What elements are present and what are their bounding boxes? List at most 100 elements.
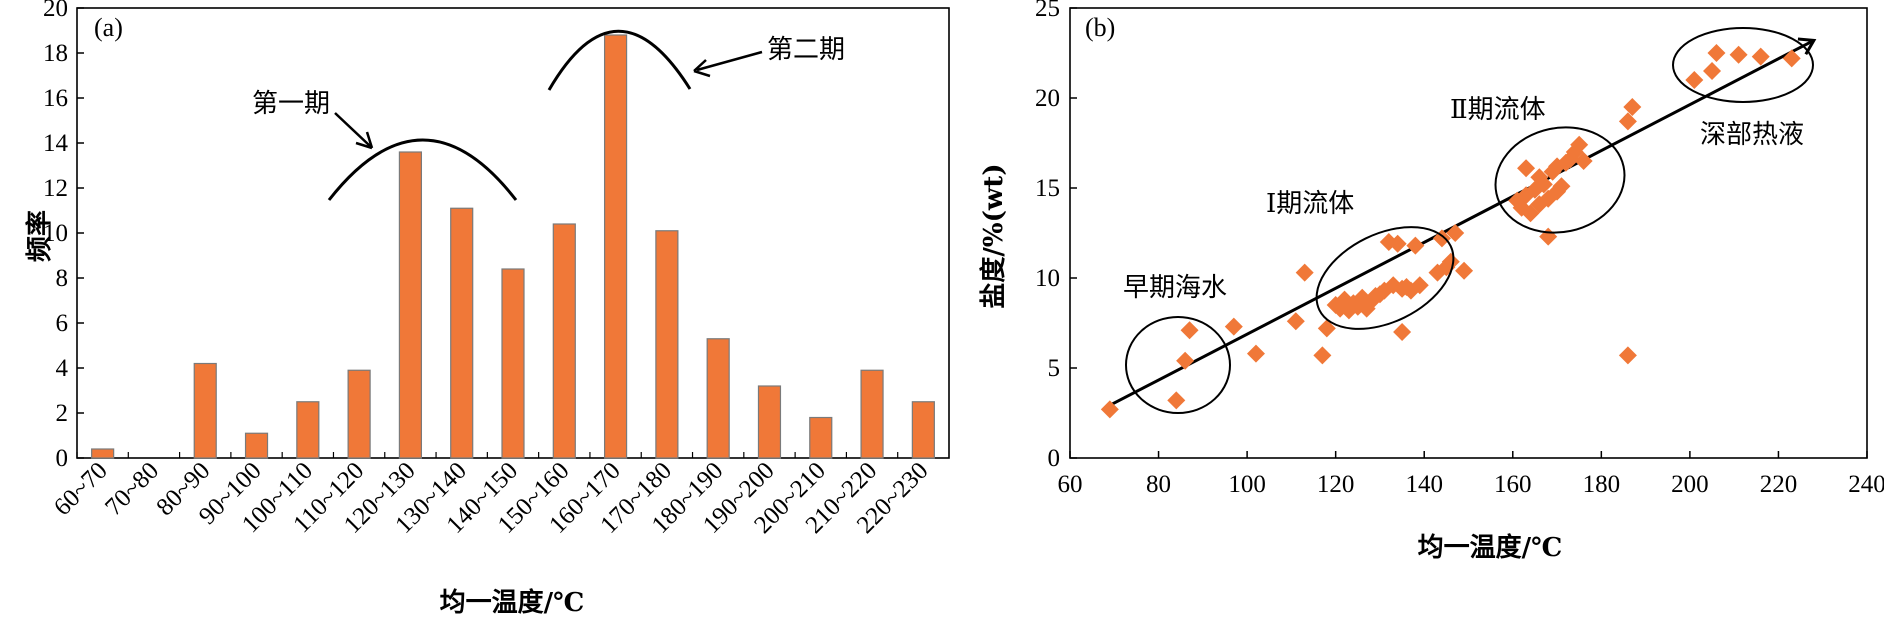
phase-one-curve [327,138,518,201]
data-point [1517,159,1536,178]
x-tick-label: 100 [1228,471,1266,498]
bar [193,362,217,459]
panel-a-y-axis-title: 频率 [24,210,55,262]
data-point [1623,98,1642,116]
early-seawater-label: 早期海水 [1123,273,1227,303]
data-point [1455,261,1474,280]
y-tick-label: 10 [43,220,68,247]
cluster-deep-hydrothermal-ellipse [1672,27,1814,103]
panel-a-y-axis: 0 2 4 6 8 10 12 14 16 18 20 [43,0,84,472]
data-point [1446,224,1465,242]
bar [244,432,269,459]
panel-b-y-axis-title: 盐度/%(wt) [978,163,1009,308]
y-tick-label: 0 [56,445,69,472]
phase-two-label: 第二期 [767,35,845,65]
phase-two-fluid-label: Ⅱ期流体 [1450,95,1546,125]
data-point [1313,346,1332,365]
cluster-phase-one-ellipse [1315,226,1455,330]
bar [450,207,474,459]
bar [860,369,884,459]
panel-b-x-axis-title: 均一温度/℃ [1418,532,1563,563]
bar [911,401,935,459]
y-tick-label: 14 [43,130,69,157]
deep-hydrothermal-label: 深部热液 [1700,120,1804,150]
panel-a-label: (a) [94,13,123,42]
x-tick-label: 70~80 [100,457,164,521]
data-point [1534,175,1553,194]
panel-b-points [1100,44,1801,419]
data-point [1729,45,1748,64]
bar [552,223,576,459]
phase-two-arrow [696,50,763,72]
x-tick-label: 220 [1760,471,1798,498]
bar [809,416,833,459]
data-point [1432,229,1451,248]
data-point [1246,344,1265,363]
panel-b-label: (b) [1085,13,1115,42]
y-tick-label: 18 [43,40,68,67]
x-tick-label: 60 [1058,471,1083,498]
phase-one-label: 第一期 [252,89,330,119]
y-tick-label: 10 [1035,265,1060,292]
y-tick-label: 4 [56,355,69,382]
panel-b-x-axis: 60 80 100 120 140 160 180 200 220 240 [1058,451,1884,498]
phase-one-arrow [334,112,371,147]
phase-one-arrow-head [355,131,374,150]
panel-a-bar-chart: 0 2 4 6 8 10 12 14 16 18 20 60~7070~8080~9090~1001… [24,0,950,618]
y-tick-label: 12 [43,175,68,202]
panel-a-bars [91,34,935,459]
bar [398,151,423,459]
data-point [1286,312,1305,331]
phase-two-curve [547,29,692,91]
data-point [1685,71,1704,89]
data-point [1393,323,1412,341]
data-point [1552,177,1571,196]
bar [501,268,525,459]
y-tick-label: 5 [1048,355,1061,382]
x-tick-label: 120 [1317,471,1355,498]
phase-two-arrow-head [693,59,711,78]
y-tick-label: 15 [1035,175,1060,202]
x-tick-label: 240 [1848,471,1884,498]
y-tick-label: 6 [56,310,69,337]
x-tick-label: 80 [1146,471,1171,498]
data-point [1295,263,1314,282]
bar [603,34,628,459]
data-point [1782,49,1801,68]
panel-a-x-axis-title: 均一温度/℃ [440,587,585,618]
bar [347,369,371,459]
data-point [1539,227,1558,246]
data-point [1410,276,1429,295]
data-point [1570,135,1589,154]
phase-one-fluid-label: Ⅰ期流体 [1266,189,1354,219]
data-point [1100,400,1119,419]
data-point [1176,351,1195,370]
data-point [1406,236,1425,255]
data-point [1224,317,1243,336]
bar [655,230,679,459]
data-point [1388,234,1407,253]
y-tick-label: 16 [43,85,68,112]
x-tick-label: 200 [1671,471,1709,498]
data-point [1574,152,1593,170]
cluster-early-seawater-ellipse [1125,316,1231,414]
y-tick-label: 25 [1035,0,1060,22]
panel-a-x-axis: 60~7070~8080~9090~100100~110110~120120~1… [49,452,934,539]
bar [706,338,730,459]
data-point [1751,47,1770,66]
data-point [1618,112,1637,131]
y-tick-label: 8 [56,265,69,292]
trend-line [1104,39,1815,409]
data-point [1167,391,1186,410]
cluster-phase-two-ellipse [1494,126,1626,234]
x-tick-label: 140 [1405,471,1443,498]
y-tick-label: 2 [56,400,69,427]
bar [296,401,320,459]
y-tick-label: 0 [1048,445,1061,472]
trend-arrow-head [1797,37,1817,55]
data-point [1441,252,1460,271]
panel-b-frame [1069,7,1868,459]
data-point [1707,44,1726,62]
x-tick-label: 180 [1583,471,1621,498]
